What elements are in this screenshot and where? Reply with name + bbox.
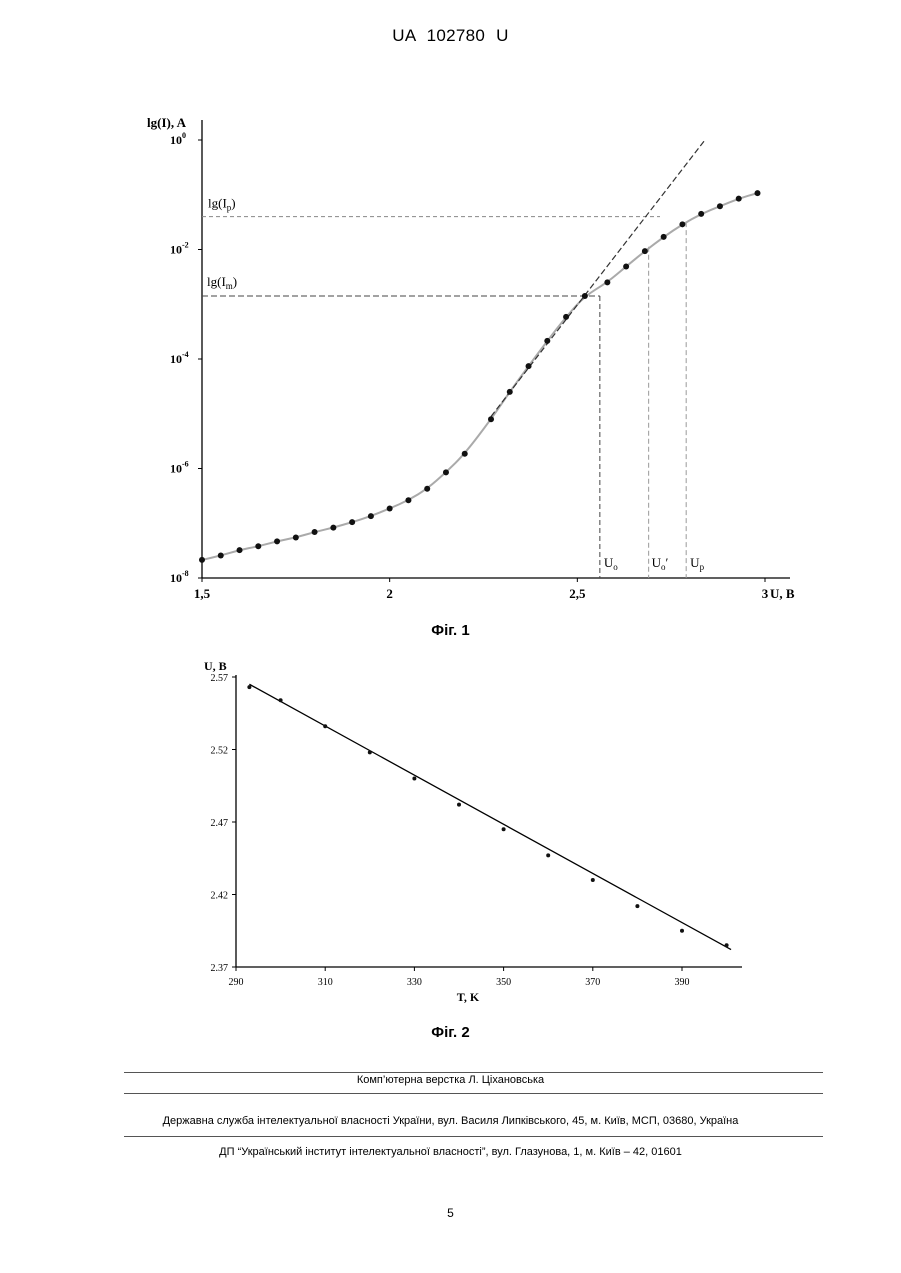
fig2-data-point <box>368 750 372 754</box>
fig1-data-points <box>199 190 760 563</box>
fig1-data-point <box>698 211 704 217</box>
fig1-data-point <box>424 486 430 492</box>
fig2-y-tick-label: 2.47 <box>211 818 229 829</box>
footer-institute: ДП “Український інститут інтелектуальної… <box>0 1146 901 1158</box>
footer-divider-bottom <box>124 1136 823 1137</box>
fig1-y-tick-label: 10-4 <box>170 350 189 366</box>
fig1-data-point <box>199 557 205 563</box>
figure-2-caption: Фіг. 2 <box>0 1024 901 1041</box>
fig1-x-tick-label: 2 <box>386 586 393 601</box>
fig1-data-point <box>330 525 336 531</box>
fig1-data-point <box>736 196 742 202</box>
figure-1-chart: 10-8 10-6 10-4 10-2 100 1,5 2 2,5 3 lg(I), A U,… <box>0 100 901 610</box>
fig1-data-point <box>349 519 355 525</box>
fig1-data-point <box>582 293 588 299</box>
fig1-data-point <box>405 497 411 503</box>
fig1-y-ticks: 10-8 10-6 10-4 10-2 100 <box>170 131 202 585</box>
fig2-data-point <box>323 724 327 728</box>
fig2-x-tick-label: 370 <box>585 977 600 988</box>
fig1-data-point <box>293 534 299 540</box>
fig1-data-point <box>368 513 374 519</box>
fig2-y-ticks: 2.37 2.42 2.47 2.52 2.57 <box>211 673 237 974</box>
fig2-fit-line <box>249 684 731 949</box>
figure-1-caption: Фіг. 1 <box>0 622 901 639</box>
fig1-data-point <box>623 263 629 269</box>
fig1-data-point <box>218 553 224 559</box>
fig2-data-point <box>591 878 595 882</box>
fig2-x-tick-label: 310 <box>318 977 333 988</box>
fig1-data-point <box>642 248 648 254</box>
fig2-x-tick-label: 390 <box>675 977 690 988</box>
fig1-data-point <box>507 389 513 395</box>
footer-divider-top <box>124 1072 823 1073</box>
fig1-data-point <box>443 469 449 475</box>
document-code: UA 102780 U <box>0 26 901 46</box>
fig2-data-point <box>247 685 251 689</box>
fig2-data-point <box>680 929 684 933</box>
page-number: 5 <box>0 1206 901 1220</box>
fig1-guide-lines <box>202 217 686 578</box>
fig1-fitted-curve <box>202 193 757 560</box>
fig2-data-point <box>279 698 283 702</box>
annotation-u0: Uo <box>604 555 618 572</box>
fig2-y-tick-label: 2.42 <box>211 891 229 902</box>
annotation-lg_ip: lg(Ip) <box>208 196 236 213</box>
annotation-u0p: Uo′ <box>652 555 669 572</box>
fig1-y-tick-label: 10-8 <box>170 569 189 585</box>
fig1-data-point <box>544 338 550 344</box>
fig1-x-tick-label: 1,5 <box>194 586 211 601</box>
fig1-data-point <box>563 314 569 320</box>
fig2-data-point <box>412 777 416 781</box>
fig2-data-point <box>635 904 639 908</box>
fig1-y-tick-label: 10-2 <box>170 241 189 257</box>
fig1-data-point <box>754 190 760 196</box>
fig2-y-tick-label: 2.57 <box>211 673 229 684</box>
fig1-axes <box>202 120 790 578</box>
fig1-data-point <box>237 547 243 553</box>
figure-2-chart: 2.372.422.472.522.57 290310330350370390 … <box>0 650 901 1010</box>
footer-typesetting: Комп’ютерна верстка Л. Ціхановська <box>0 1074 901 1086</box>
fig2-x-ticks: 290 310 330 350 370 390 <box>229 967 690 988</box>
fig1-data-point <box>387 505 393 511</box>
fig2-x-axis-label: T, K <box>457 990 480 1004</box>
annotation-up: Up <box>690 555 704 572</box>
fig1-data-point <box>661 234 667 240</box>
fig1-data-point <box>679 221 685 227</box>
fig1-y-tick-label: 10-6 <box>170 460 189 476</box>
fig1-data-point <box>526 363 532 369</box>
fig2-x-tick-label: 350 <box>496 977 511 988</box>
fig1-data-point <box>604 279 610 285</box>
fig2-data-point <box>502 827 506 831</box>
fig1-data-point <box>255 543 261 549</box>
footer-state-service: Державна служба інтелектуальної власност… <box>0 1115 901 1127</box>
fig2-x-tick-label: 330 <box>407 977 422 988</box>
fig1-curve <box>202 140 757 560</box>
fig2-y-tick-label: 2.37 <box>211 963 229 974</box>
fig1-annotations: lg(Ip) lg(Im) Uo Uo′ Up <box>207 196 705 572</box>
fig1-data-point <box>312 529 318 535</box>
annotation-lg_im: lg(Im) <box>207 274 237 291</box>
fig1-y-tick-label: 100 <box>170 131 186 147</box>
fig1-x-ticks: 1,5 2 2,5 3 <box>194 578 769 601</box>
footer-divider-middle <box>124 1093 823 1094</box>
fig2-data-point <box>457 803 461 807</box>
fig1-data-point <box>717 203 723 209</box>
fig1-data-point <box>274 538 280 544</box>
fig1-data-point <box>462 451 468 457</box>
fig2-y-axis-label: U, B <box>204 659 227 673</box>
fig2-regression-line <box>249 684 731 949</box>
fig1-x-tick-label: 2,5 <box>569 586 586 601</box>
fig1-x-axis-label: U, B <box>770 586 795 601</box>
fig2-x-tick-label: 290 <box>229 977 244 988</box>
fig2-data-point <box>546 853 550 857</box>
fig1-x-tick-label: 3 <box>762 586 769 601</box>
fig1-data-point <box>488 416 494 422</box>
fig1-y-axis-label: lg(I), A <box>147 115 187 130</box>
fig2-data-point <box>725 943 729 947</box>
fig2-y-tick-label: 2.52 <box>211 746 229 757</box>
